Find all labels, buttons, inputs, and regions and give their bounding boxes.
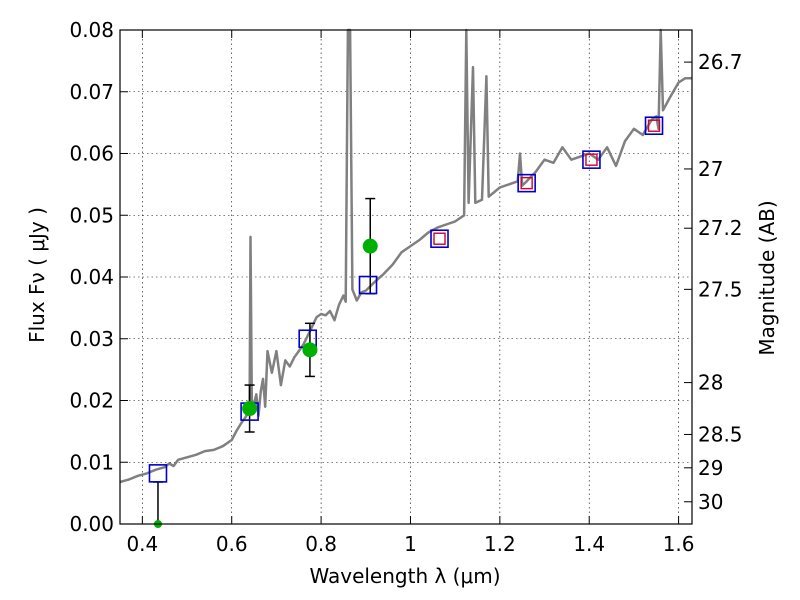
model-point-inner-square [647,119,661,132]
right-tick-label: 28 [698,371,723,395]
y-tick-label: 0.04 [69,265,114,289]
x-tick-label: 0.4 [126,532,158,556]
y-tick-label: 0.02 [69,389,114,413]
axis-ticks: 0.4 0.6 0.8 1 1.2 1.4 1.6 0.00 0.01 0.02 0.03 0.04 0… [69,18,742,556]
right-tick-label: 28.5 [698,422,743,446]
observed-point [242,401,258,417]
model-point-square [517,173,536,193]
y-tick-label: 0.01 [69,450,114,474]
y-tick-label: 0.07 [69,80,114,104]
x-tick-label: 1.4 [573,532,605,556]
x-tick-label: 1.6 [663,532,695,556]
model-point-square [644,116,664,136]
x-tick-label: 1.2 [484,532,516,556]
model-point-inner-square [433,232,446,245]
y-tick-label: 0.00 [69,512,114,536]
right-tick-label: 29 [698,456,723,480]
right-tick-label: 26.7 [698,50,743,74]
observed-points-layer [153,238,378,528]
x-tick-label: 0.6 [216,532,248,556]
right-axis-label: Magnitude (AB) [755,200,779,355]
observed-point [302,342,318,358]
x-tick-label: 1 [404,532,417,556]
x-tick-label: 0.8 [305,532,337,556]
y-tick-label: 0.06 [69,142,114,166]
model-point-square [430,229,449,249]
right-tick-label: 27.2 [698,216,743,240]
observed-point [362,238,378,254]
y-axis-label: Flux Fν ( μJy ) [25,207,49,343]
right-tick-label: 27 [698,157,723,181]
model-point-inner-square [585,153,598,166]
model-point-inner-square [520,176,533,190]
model-point-square [148,464,168,483]
model-point-square [582,150,601,169]
x-axis-label: Wavelength λ (μm) [309,564,500,588]
y-tick-label: 0.08 [69,18,114,42]
right-tick-label: 27.5 [698,277,743,301]
model-points-layer [148,116,664,483]
y-tick-label: 0.05 [69,203,114,227]
y-tick-label: 0.03 [69,327,114,351]
model-point-square [358,275,378,295]
right-tick-label: 30 [698,490,723,514]
